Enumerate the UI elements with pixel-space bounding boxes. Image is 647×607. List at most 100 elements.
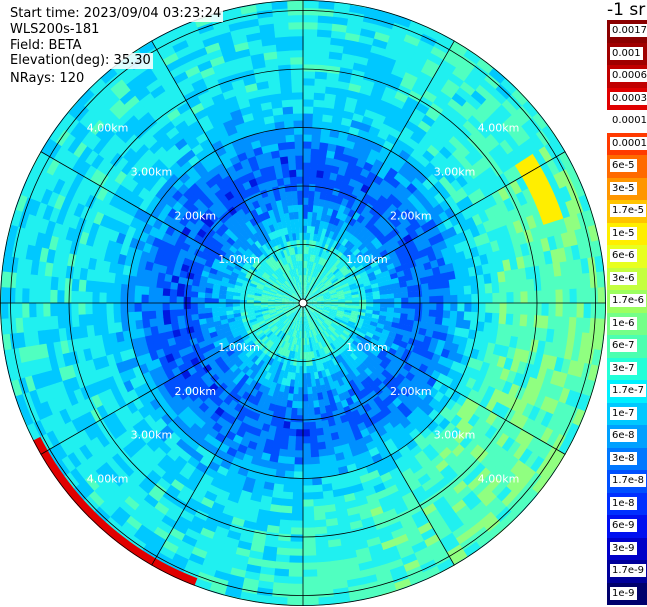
heatmap-cell — [183, 308, 192, 316]
heatmap-cell — [517, 325, 527, 339]
heatmap-cell — [471, 213, 484, 227]
heatmap-cell — [340, 245, 348, 254]
heatmap-cell — [527, 420, 542, 438]
heatmap-cell — [434, 151, 448, 165]
heatmap-cell — [342, 45, 358, 56]
heatmap-cell — [543, 222, 555, 239]
heatmap-cell — [347, 388, 356, 398]
heatmap-cell — [562, 303, 571, 318]
heatmap-cell — [555, 289, 564, 304]
heatmap-cell — [394, 297, 402, 304]
heatmap-cell — [352, 340, 361, 348]
heatmap-cell — [426, 275, 436, 284]
heatmap-cell — [432, 71, 450, 86]
heatmap-cell — [505, 313, 514, 326]
heatmap-cell — [429, 295, 437, 304]
heatmap-cell — [112, 302, 121, 313]
heatmap-cell — [316, 295, 324, 299]
heatmap-cell — [313, 197, 320, 206]
heatmap-cell — [421, 289, 430, 298]
heatmap-cell — [446, 439, 460, 453]
heatmap-cell — [497, 404, 510, 420]
heatmap-cell — [183, 302, 191, 310]
heatmap-cell — [333, 339, 341, 348]
heatmap-cell — [371, 264, 381, 272]
heatmap-cell — [359, 257, 369, 265]
heatmap-cell — [341, 367, 350, 377]
heatmap-cell — [77, 302, 86, 315]
heatmap-cell — [377, 129, 390, 141]
heatmap-cell — [487, 522, 506, 539]
heatmap-cell — [568, 274, 577, 290]
heatmap-cell — [577, 243, 588, 260]
heatmap-cell — [456, 187, 469, 201]
heatmap-cell — [455, 174, 469, 188]
heatmap-cell — [456, 311, 465, 321]
heatmap-cell — [451, 443, 466, 458]
heatmap-cell — [312, 312, 320, 319]
heatmap-cell — [512, 444, 528, 461]
heatmap-cell — [514, 161, 529, 178]
heatmap-cell — [303, 288, 305, 297]
heatmap-cell — [298, 380, 303, 388]
heatmap-cell — [495, 432, 510, 449]
heatmap-cell — [402, 143, 416, 156]
heatmap-cell — [307, 204, 314, 213]
heatmap-cell — [327, 326, 335, 334]
heatmap-cell — [324, 192, 333, 202]
heatmap-cell — [482, 373, 494, 387]
heatmap-cell — [422, 26, 441, 41]
heatmap-cell — [541, 463, 557, 482]
heatmap-cell — [471, 526, 489, 543]
heatmap-cell — [49, 302, 58, 317]
heatmap-cell — [330, 293, 338, 298]
heatmap-cell — [410, 131, 424, 145]
heatmap-cell — [411, 108, 427, 121]
heatmap-cell — [318, 148, 328, 158]
heatmap-cell — [225, 298, 233, 303]
heatmap-cell — [521, 188, 535, 204]
heatmap-cell — [330, 165, 340, 175]
heatmap-cell — [438, 446, 453, 461]
heatmap-cell — [530, 133, 546, 151]
heatmap-cell — [436, 303, 444, 311]
heatmap-cell — [288, 555, 303, 564]
heatmap-cell — [443, 255, 453, 266]
heatmap-cell — [335, 315, 343, 321]
heatmap-cell — [449, 342, 460, 354]
heatmap-cell — [428, 289, 437, 297]
heatmap-cell — [92, 280, 101, 293]
heatmap-cell — [415, 422, 428, 435]
heatmap-cell — [539, 427, 554, 445]
heatmap-cell — [379, 265, 389, 274]
heatmap-cell — [503, 197, 516, 213]
heatmap-cell — [571, 197, 585, 215]
heatmap-cell — [176, 315, 186, 323]
heatmap-cell — [91, 302, 100, 315]
heatmap-cell — [302, 422, 310, 430]
heatmap-cell — [359, 341, 369, 349]
heatmap-cell — [411, 52, 429, 66]
heatmap-cell — [363, 316, 373, 322]
heatmap-cell — [127, 293, 135, 303]
heatmap-cell — [376, 276, 385, 284]
heatmap-cell — [444, 122, 459, 137]
heatmap-cell — [323, 295, 331, 299]
heatmap-cell — [379, 348, 389, 358]
heatmap-cell — [382, 253, 392, 262]
heatmap-cell — [341, 282, 350, 289]
heatmap-cell — [316, 233, 322, 243]
heatmap-cell — [522, 254, 533, 269]
heatmap-cell — [304, 288, 307, 297]
heatmap-cell — [594, 255, 604, 273]
heatmap-cell — [417, 71, 434, 85]
heatmap-cell — [436, 295, 444, 304]
heatmap-cell — [495, 378, 507, 393]
heatmap-cell — [502, 334, 512, 348]
heatmap-cell — [302, 408, 309, 416]
heatmap-cell — [553, 172, 567, 190]
heatmap-cell — [352, 376, 362, 386]
heatmap-cell — [570, 345, 581, 363]
heatmap-cell — [431, 330, 441, 340]
heatmap-cell — [358, 305, 367, 310]
